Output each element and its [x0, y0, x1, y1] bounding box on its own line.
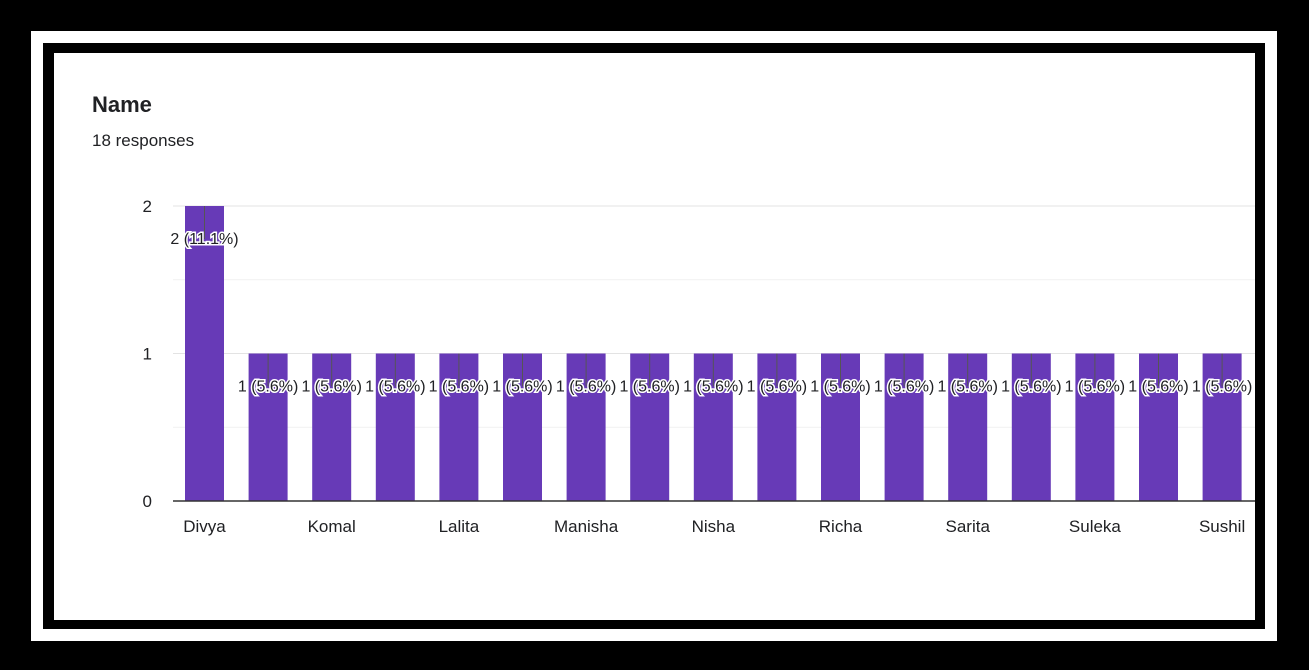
data-label: 1 (5.6%) [301, 379, 361, 396]
x-tick-label: Richa [819, 517, 863, 536]
y-tick-label: 0 [143, 492, 152, 511]
data-label: 1 (5.6%) [683, 379, 743, 396]
x-tick-label: Nisha [692, 517, 736, 536]
data-label: 2 (11.1%) [170, 231, 238, 248]
x-tick-label: Komal [308, 517, 356, 536]
x-tick-label: Lalita [439, 517, 480, 536]
bar [185, 206, 224, 501]
y-tick-label: 1 [143, 345, 152, 364]
x-tick-label: Sarita [945, 517, 990, 536]
x-tick-label: Suleka [1069, 517, 1122, 536]
data-label: 1 (5.6%) [619, 379, 679, 396]
data-label: 1 (5.6%) [556, 379, 616, 396]
data-label: 1 (5.6%) [429, 379, 489, 396]
x-tick-label: Divya [183, 517, 226, 536]
y-tick-label: 2 [143, 197, 152, 216]
data-label: 1 (5.6%) [1128, 379, 1188, 396]
data-label: 1 (5.6%) [747, 379, 807, 396]
data-label: 1 (5.6%) [1065, 379, 1125, 396]
x-tick-label: Manisha [554, 517, 619, 536]
data-label: 1 (5.6%) [238, 379, 298, 396]
data-label: 1 (5.6%) [874, 379, 934, 396]
data-label: 1 (5.6%) [1001, 379, 1061, 396]
x-tick-label: Sushil [1199, 517, 1245, 536]
data-label: 1 (5.6%) [492, 379, 552, 396]
chart-card [54, 53, 1255, 620]
data-label: 1 (5.6%) [937, 379, 997, 396]
data-label: 1 (5.6%) [810, 379, 870, 396]
response-count: 18 responses [92, 131, 195, 150]
chart-title: Name [92, 92, 152, 117]
data-label: 1 (5.6%) [1192, 379, 1252, 396]
data-label: 1 (5.6%) [365, 379, 425, 396]
